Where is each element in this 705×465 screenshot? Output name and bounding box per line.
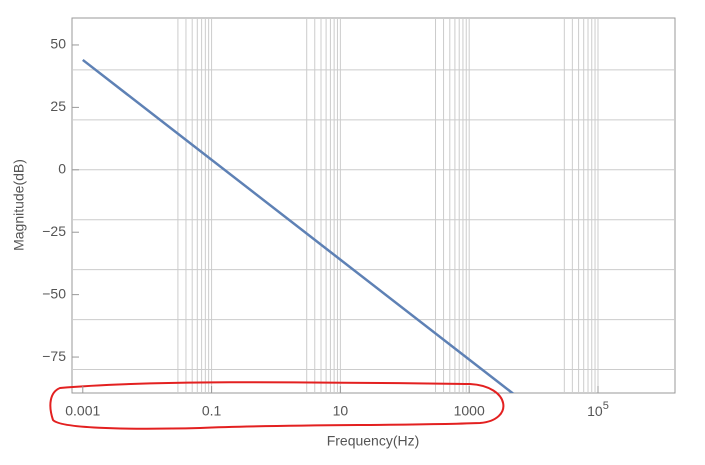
y-tick-label: 50 <box>50 36 66 52</box>
y-tick-label: −75 <box>42 348 66 364</box>
x-tick-label: 0.001 <box>65 403 100 419</box>
x-tick-label: 10 <box>333 403 349 419</box>
y-tick-label: −50 <box>42 285 66 301</box>
x-tick-label-base: 10 <box>587 403 603 419</box>
y-tick-label: 25 <box>50 98 66 114</box>
x-axis-label: Frequency(Hz) <box>327 433 420 449</box>
x-tick-label: 1000 <box>454 403 485 419</box>
annotation-circle <box>49 381 505 430</box>
plot-frame <box>71 17 676 394</box>
y-tick-label: 0 <box>58 161 66 177</box>
line-series <box>82 58 515 393</box>
y-axis-label: Magnitude(dB) <box>11 159 27 251</box>
x-tick-label: 105 <box>587 400 609 419</box>
x-tick-label-exponent: 5 <box>603 400 609 412</box>
x-tick-label: 0.1 <box>202 403 222 419</box>
y-tick-label: −25 <box>42 223 66 239</box>
